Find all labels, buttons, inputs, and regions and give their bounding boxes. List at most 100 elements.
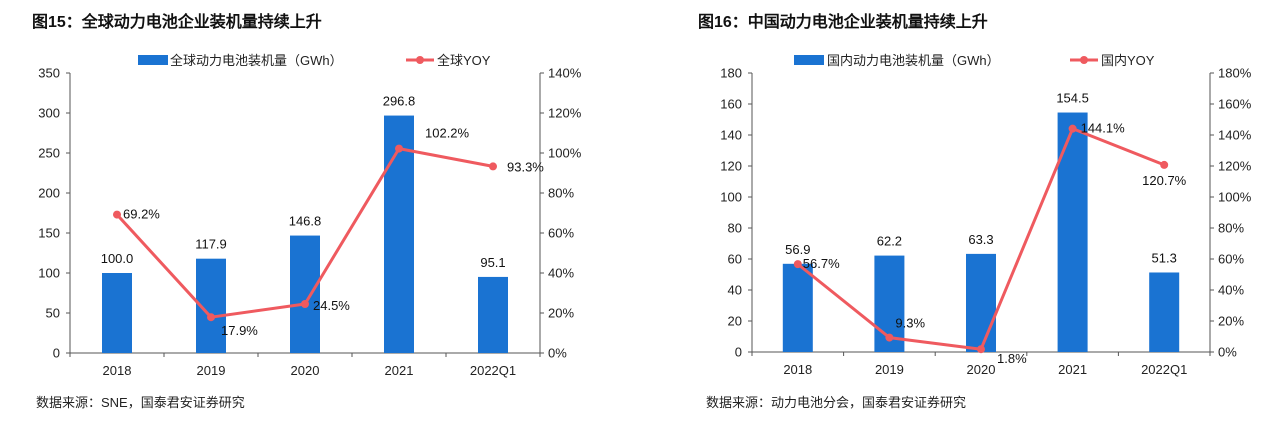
bar [290,235,320,353]
yoy-point [1068,124,1077,133]
y-left-tick-label: 0 [735,345,742,360]
y-right-tick-label: 100% [1218,190,1252,205]
bar-value-label: 51.3 [1152,250,1177,265]
legend-line-label: 国内YOY [1101,53,1155,68]
y-right-tick-label: 60% [548,226,574,241]
y-right-tick-label: 0% [548,346,567,361]
bar [782,263,813,352]
y-left-tick-label: 80 [728,221,742,236]
yoy-point [885,333,894,342]
y-left-tick-label: 50 [46,306,60,321]
bar-value-label: 154.5 [1056,91,1089,106]
y-left-tick-label: 180 [720,66,742,81]
x-tick-label: 2022Q1 [1141,362,1187,377]
y-left-tick-label: 250 [38,146,60,161]
yoy-value-label: 120.7% [1142,173,1187,188]
x-tick-label: 2018 [783,362,812,377]
chart-title: 图16：中国动力电池企业装机量持续上升 [698,14,988,31]
x-tick-label: 2020 [967,362,996,377]
chart-title: 图15：全球动力电池企业装机量持续上升 [32,14,322,31]
yoy-point [113,210,121,219]
chart-source: 数据来源：SNE，国泰君安证券研究 [36,395,245,410]
yoy-value-label: 17.9% [221,323,258,338]
y-right-tick-label: 140% [1218,128,1252,143]
legend-bar-swatch [138,55,168,65]
yoy-point [395,144,403,153]
y-right-tick-label: 20% [548,306,574,321]
y-left-tick-label: 160 [720,97,742,112]
y-left-tick-label: 200 [38,186,60,201]
yoy-value-label: 1.8% [997,351,1027,366]
x-tick-label: 2021 [1058,362,1087,377]
legend-bar-label: 国内动力电池装机量（GWh） [827,53,1000,68]
y-right-tick-label: 180% [1218,66,1252,81]
y-right-tick-label: 100% [548,146,582,161]
y-left-tick-label: 40 [728,283,742,298]
yoy-point [301,300,309,308]
yoy-value-label: 69.2% [123,207,160,222]
yoy-point [489,162,497,171]
y-left-tick-label: 20 [728,314,742,329]
x-tick-label: 2019 [875,362,904,377]
x-tick-label: 2022Q1 [470,363,516,378]
y-left-tick-label: 350 [38,66,60,81]
bar-value-label: 63.3 [968,232,993,247]
chart-panel-global: 图15：全球动力电池企业装机量持续上升 0 50 100 150 200 250 300 35… [0,0,600,433]
yoy-value-label: 102.2% [425,126,470,141]
x-tick-label: 2020 [291,363,320,378]
y-left-tick-label: 300 [38,106,60,121]
x-tick-label: 2021 [385,363,414,378]
y-right-tick-label: 60% [1218,252,1244,267]
bar-value-label: 100.0 [101,251,134,266]
y-left-tick-label: 120 [720,159,742,174]
y-right-tick-label: 40% [548,266,574,281]
bar [1057,112,1088,353]
y-right-tick-label: 120% [1218,159,1252,174]
yoy-value-label: 144.1% [1081,121,1126,136]
yoy-point [793,260,802,269]
legend-bar-label: 全球动力电池装机量（GWh） [170,53,343,68]
bar-value-label: 56.9 [785,242,810,257]
y-left-tick-label: 100 [38,266,60,281]
bar [1149,272,1180,352]
bar-value-label: 117.9 [195,237,227,252]
y-left-tick-label: 100 [720,190,742,205]
y-right-tick-label: 80% [548,186,574,201]
yoy-value-label: 56.7% [803,256,840,271]
y-right-tick-label: 20% [1218,314,1244,329]
y-left-tick-label: 0 [53,346,60,361]
y-right-tick-label: 140% [548,66,582,81]
yoy-point [977,345,985,354]
legend-line-marker [416,56,424,64]
y-left-tick-label: 60 [728,252,742,267]
y-right-tick-label: 0% [1218,345,1237,360]
bar-value-label: 146.8 [289,214,322,229]
legend-line-label: 全球YOY [437,53,491,68]
chart-china-battery-installations: 0 20 40 60 80 100 120 140 160 180 0% 20% 40% 60% 80% 10… [720,53,1252,377]
yoy-point [207,313,215,322]
bar [478,276,508,353]
yoy-value-label: 24.5% [313,298,350,313]
x-tick-label: 2018 [103,363,132,378]
y-right-tick-label: 80% [1218,221,1244,236]
yoy-point [1160,160,1169,169]
chart-global-battery-installations: 0 50 100 150 200 250 300 350 0% 20% 40% 60% 80% 100% 1… [38,53,582,378]
chart-panel-china: 图16：中国动力电池企业装机量持续上升 0 20 40 60 80 100 120 140 16… [662,0,1262,433]
y-right-tick-label: 160% [1218,97,1252,112]
chart-source: 数据来源：动力电池分会，国泰君安证券研究 [706,395,967,410]
yoy-value-label: 93.3% [507,159,544,174]
bar-value-label: 95.1 [480,255,505,270]
legend-bar-swatch [794,55,824,65]
bar [102,273,132,353]
y-right-tick-label: 40% [1218,283,1244,298]
legend-line-marker [1080,56,1088,64]
y-left-tick-label: 150 [38,226,60,241]
y-left-tick-label: 140 [720,128,742,143]
bar-value-label: 296.8 [383,94,416,109]
x-tick-label: 2019 [197,363,226,378]
bar-value-label: 62.2 [877,234,902,249]
yoy-value-label: 9.3% [895,316,925,331]
y-right-tick-label: 120% [548,106,582,121]
bar [966,253,996,352]
bar [384,115,414,353]
